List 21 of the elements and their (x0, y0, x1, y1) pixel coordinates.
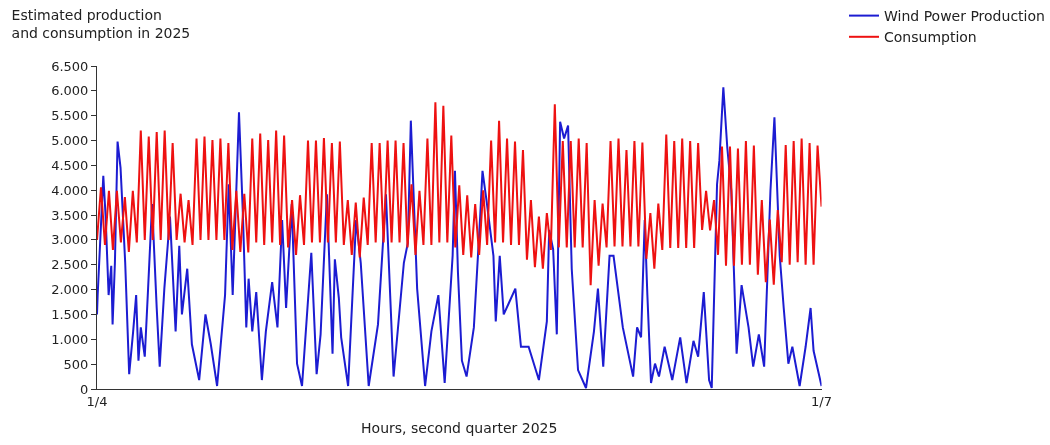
x-tick-label: 1/7 (811, 393, 832, 409)
x-tick-label: 1/4 (86, 393, 108, 409)
y-tick-label: 3.500 (51, 207, 89, 223)
y-tick-label: 1.500 (51, 307, 89, 323)
y-tick-label: 6.500 (51, 58, 89, 74)
y-tick-label: 5.000 (51, 133, 89, 149)
legend-label: Consumption (884, 29, 977, 46)
x-axis-title: Hours, second quarter 2025 (361, 419, 558, 436)
y-tick-label: 3.000 (51, 232, 89, 248)
line-series (97, 101, 822, 287)
y-tick-label: 2.500 (51, 257, 89, 273)
y-tick-label: 4.000 (51, 182, 89, 198)
y-tick-label: 6.000 (51, 83, 89, 99)
y-tick-label: 1.000 (51, 331, 89, 347)
legend-label: Wind Power Production (884, 8, 1045, 25)
chart-title: Estimated production and consumption in 2025 (11, 7, 191, 42)
y-tick-label: 5.500 (51, 108, 89, 124)
y-tick-label: 4.500 (51, 157, 89, 173)
y-tick-label: 500 (63, 356, 89, 372)
y-tick-label: 0 (80, 381, 89, 397)
y-tick-label: 2.000 (51, 282, 89, 298)
